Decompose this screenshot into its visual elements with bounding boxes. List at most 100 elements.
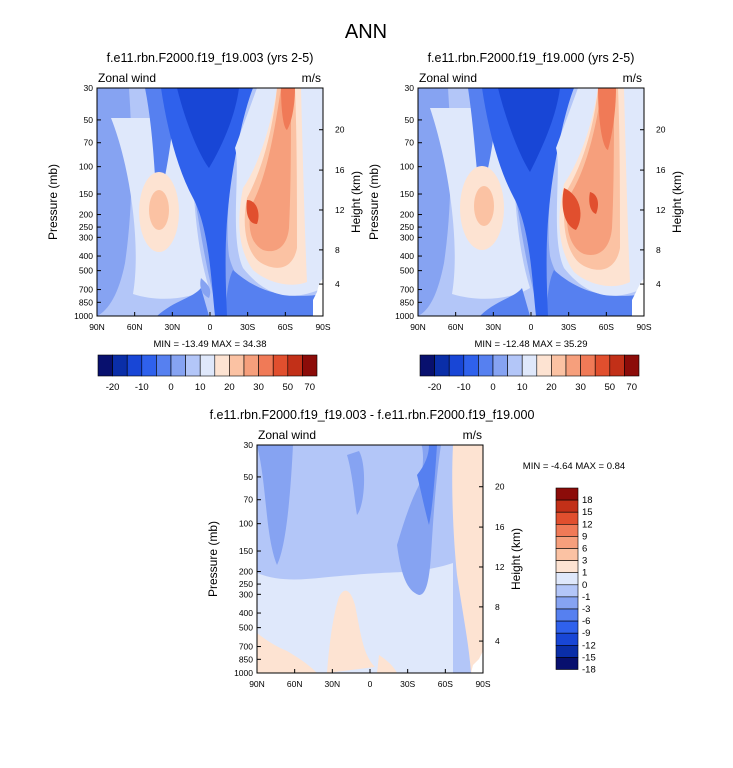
contour-band [257, 633, 317, 673]
colorbar-label: -3 [582, 604, 590, 615]
colorbar-swatch [170, 354, 186, 377]
latitude-tick-label: 90N [89, 322, 105, 332]
colorbar-swatch [97, 354, 113, 377]
y2-axis-label: Height (km) [509, 528, 523, 590]
latitude-tick-label: 30S [400, 679, 415, 689]
pressure-tick-label: 1000 [74, 311, 93, 321]
pressure-tick-label: 850 [400, 297, 414, 307]
y2-axis-label: Height (km) [349, 171, 363, 233]
contour-band [498, 88, 560, 172]
pressure-tick-label: 300 [239, 589, 253, 599]
colorbar-swatch [521, 354, 538, 377]
colorbar-label: -12 [582, 640, 596, 651]
contour-band [474, 186, 494, 226]
latitude-tick-label: 90S [636, 322, 651, 332]
colorbar-label: -9 [582, 628, 590, 639]
stats-text: MIN = -13.49 MAX = 34.38 [153, 339, 266, 350]
latitude-tick-label: 60N [127, 322, 143, 332]
colorbar-label: 6 [582, 544, 587, 555]
colorbar-swatch [156, 354, 172, 377]
colorbar-swatch [112, 354, 128, 377]
height-tick-label: 12 [656, 205, 666, 215]
contour-band [377, 655, 397, 673]
colorbar-label: 0 [582, 580, 587, 591]
pressure-tick-label: 250 [79, 222, 93, 232]
latitude-tick-label: 90S [315, 322, 330, 332]
colorbar-label: 10 [517, 382, 528, 393]
contour-band [598, 88, 616, 150]
pressure-tick-label: 70 [84, 138, 94, 148]
pressure-tick-label: 300 [79, 232, 93, 242]
latitude-tick-label: 60S [438, 679, 453, 689]
pressure-tick-label: 1000 [395, 311, 414, 321]
colorbar-swatch [141, 354, 157, 377]
colorbar-label: 70 [626, 382, 637, 393]
colorbar-label: 70 [304, 382, 315, 393]
colorbar-label: 30 [575, 382, 586, 393]
stats-text: MIN = -12.48 MAX = 35.29 [474, 339, 587, 350]
pressure-tick-label: 100 [79, 162, 93, 172]
y-axis-label: Pressure (mb) [46, 164, 60, 240]
contour-band [249, 88, 291, 252]
pressure-tick-label: 500 [79, 266, 93, 276]
height-tick-label: 4 [495, 636, 500, 646]
pressure-tick-label: 400 [79, 251, 93, 261]
latitude-tick-label: 60N [287, 679, 303, 689]
panel-title: f.e11.rbn.F2000.f19_f19.003 - f.e11.rbn.… [210, 408, 535, 422]
colorbar-swatch [492, 354, 508, 377]
colorbar-label: 20 [546, 382, 557, 393]
contour-band [157, 288, 209, 316]
colorbar-swatch [478, 354, 494, 377]
colorbar-label: 0 [490, 382, 495, 393]
height-tick-label: 20 [656, 125, 666, 135]
colorbar-swatch [555, 644, 579, 658]
contour-plot [418, 88, 644, 316]
colorbar-swatch [555, 487, 579, 501]
colorbar-swatch [419, 354, 435, 377]
latitude-tick-label: 90S [475, 679, 490, 689]
pressure-tick-label: 30 [244, 440, 254, 450]
contour-band [257, 445, 293, 565]
contour-band [225, 270, 323, 316]
colorbar-label: -10 [135, 382, 149, 393]
latitude-tick-label: 30N [165, 322, 181, 332]
pressure-tick-label: 200 [400, 210, 414, 220]
colorbar-label: 0 [168, 382, 173, 393]
panel-left-label: Zonal wind [419, 71, 477, 85]
colorbar-swatch [555, 596, 579, 610]
pressure-tick-label: 300 [400, 232, 414, 242]
colorbar-swatch [555, 584, 579, 598]
colorbar-swatch [555, 657, 579, 670]
contour-band [452, 445, 483, 673]
height-tick-label: 16 [335, 165, 345, 175]
height-tick-label: 8 [495, 602, 500, 612]
contour-band [327, 590, 375, 673]
y2-axis-label: Height (km) [670, 171, 684, 233]
colorbar-swatch [536, 354, 552, 377]
colorbar-swatch [258, 354, 274, 377]
colorbar-swatch [555, 632, 579, 646]
masked-region [313, 278, 323, 316]
stats-text: MIN = -4.64 MAX = 0.84 [523, 461, 625, 472]
colorbar-label: -15 [582, 652, 596, 663]
height-tick-label: 20 [335, 125, 345, 135]
latitude-tick-label: 30N [486, 322, 502, 332]
height-tick-label: 4 [656, 279, 661, 289]
pressure-tick-label: 250 [239, 579, 253, 589]
colorbar-swatch [555, 511, 579, 525]
colorbar-label: 1 [582, 568, 587, 579]
panel-unit-label: m/s [623, 71, 642, 85]
pressure-tick-label: 1000 [234, 668, 253, 678]
colorbar-swatch [448, 354, 465, 377]
pressure-tick-label: 70 [405, 138, 415, 148]
latitude-tick-label: 60N [448, 322, 464, 332]
pressure-tick-label: 250 [400, 222, 414, 232]
latitude-tick-label: 30S [240, 322, 255, 332]
latitude-tick-label: 60S [599, 322, 614, 332]
colorbar-swatch [126, 354, 143, 377]
axis-ticks-layer: 3050701001502002503004005007008501000481… [74, 83, 666, 689]
height-tick-label: 12 [335, 205, 345, 215]
colorbar-swatch [555, 523, 579, 537]
pressure-tick-label: 100 [400, 162, 414, 172]
pressure-tick-label: 700 [239, 642, 253, 652]
